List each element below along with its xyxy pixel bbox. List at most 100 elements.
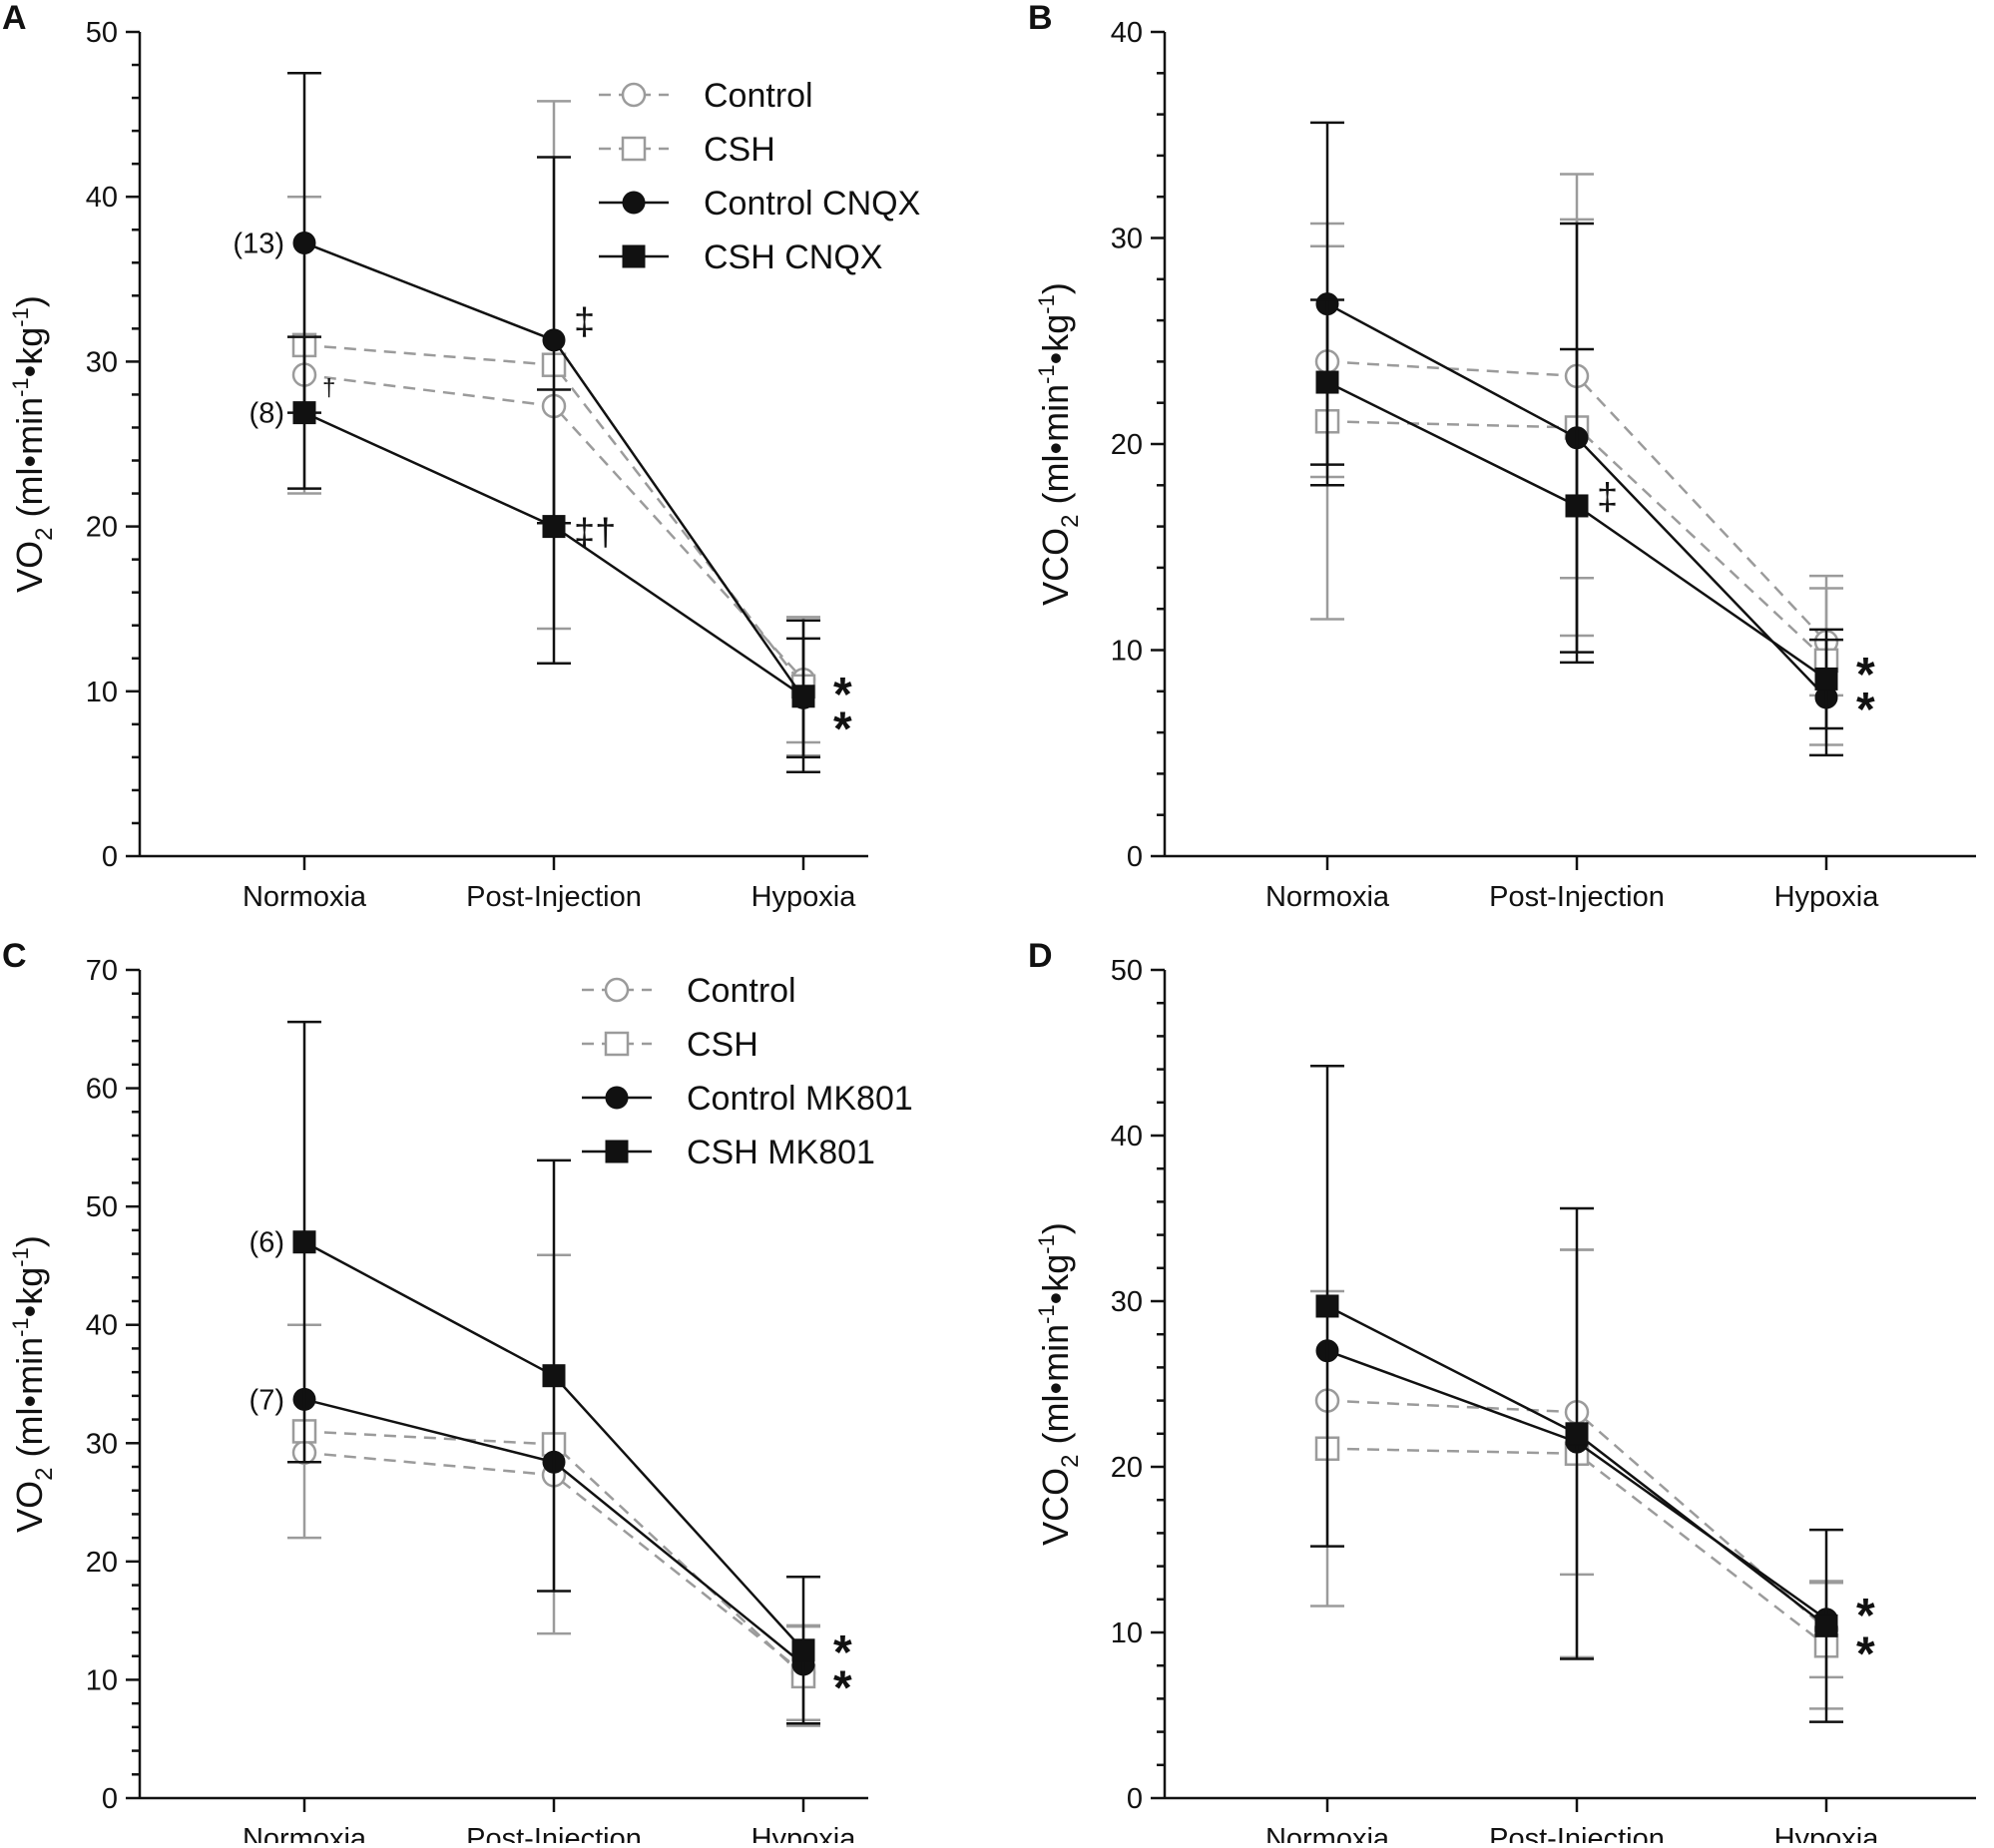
- x-tick-label: Normoxia: [1265, 881, 1390, 913]
- x-tick-label: Post-Injection: [1489, 1823, 1665, 1843]
- x-tick-label: Post-Injection: [1489, 881, 1665, 913]
- series-csh-cnqx: [1310, 298, 1843, 730]
- y-tick-label: 10: [1111, 1617, 1143, 1649]
- y-tick-label: 30: [1111, 1286, 1143, 1318]
- y-axis-label: VCO2 (ml•min-1•kg-1): [1034, 282, 1084, 606]
- legend-marker: [622, 191, 646, 215]
- x-tick-label: Hypoxia: [1774, 1823, 1880, 1843]
- y-axis-label-part: VO: [9, 541, 50, 593]
- x-tick-label: Hypoxia: [1774, 881, 1880, 913]
- data-point: [1565, 1422, 1589, 1446]
- data-point: [292, 401, 316, 425]
- significance-dagger: †: [322, 375, 335, 402]
- y-axis-label-part: •kg: [1035, 1254, 1076, 1305]
- x-tick-label: Hypoxia: [751, 1823, 857, 1843]
- y-axis-label-part: -1: [1034, 1234, 1059, 1254]
- y-tick-label: 50: [86, 1191, 118, 1223]
- significance-double-dagger: ‡†: [574, 512, 616, 554]
- y-tick-label: 30: [86, 1428, 118, 1460]
- significance-star: *: [1856, 684, 1875, 736]
- panel-a: A 0 10 20 30 40 50 Normoxia Post-Injection Hypoxi…: [2, 0, 920, 913]
- legend-label: CSH MK801: [687, 1134, 875, 1171]
- y-axis-label-part: 2: [1057, 1454, 1084, 1467]
- y-axis-label-part: 2: [31, 527, 58, 540]
- significance-star: *: [833, 703, 852, 756]
- y-tick-label: 40: [86, 1310, 118, 1342]
- y-axis-label-part: 2: [1057, 514, 1084, 527]
- series-csh-cnqx: [287, 335, 820, 773]
- y-axis-label-part: (ml•min: [9, 1337, 50, 1468]
- legend-marker: [621, 82, 647, 108]
- series-csh-mk801: [287, 1020, 820, 1725]
- y-axis-label-part: -1: [8, 377, 33, 397]
- legend-label: Control CNQX: [704, 185, 920, 223]
- panel-letter-b: B: [1028, 0, 1053, 37]
- y-tick-label: 10: [86, 677, 118, 708]
- y-tick-label: 20: [86, 1547, 118, 1579]
- y-tick-label: 10: [86, 1664, 118, 1696]
- legend-marker: [605, 1140, 629, 1163]
- panel-letter-c: C: [2, 937, 27, 975]
- significance-star: *: [833, 1661, 852, 1714]
- y-axis-label-part: ): [9, 295, 50, 307]
- y-axis-label-part: VCO: [1035, 1468, 1076, 1546]
- y-axis-label-part: -1: [8, 307, 33, 327]
- y-tick-label: 60: [86, 1074, 118, 1106]
- data-point: [1315, 370, 1339, 394]
- y-tick-label: 30: [1111, 224, 1143, 255]
- y-axis-label-part: •kg: [9, 1267, 50, 1318]
- y-axis-label-part: -1: [1034, 364, 1059, 384]
- data-point: [292, 1230, 316, 1254]
- legend-label: CSH CNQX: [704, 238, 882, 276]
- y-tick-label: 30: [86, 346, 118, 378]
- y-axis-label-part: (ml•min: [1035, 1324, 1076, 1455]
- y-axis-label-part: ): [1035, 1222, 1076, 1234]
- y-tick-label: 0: [1127, 841, 1143, 873]
- y-axis-label: VCO2 (ml•min-1•kg-1): [1034, 1222, 1084, 1546]
- n-annotation: (13): [233, 228, 284, 259]
- panel-letter-a: A: [2, 0, 27, 37]
- n-annotation: (8): [249, 398, 284, 430]
- y-tick-label: 0: [102, 841, 118, 873]
- x-tick-label: Post-Injection: [466, 881, 642, 913]
- legend-marker: [622, 244, 646, 268]
- y-tick-label: 50: [1111, 955, 1143, 987]
- legend-label: CSH: [704, 131, 775, 169]
- series-csh-mk801: [1310, 1065, 1843, 1723]
- legend-label: Control: [704, 77, 813, 115]
- y-tick-label: 50: [86, 17, 118, 49]
- legend-c: Control CSH Control MK801 CSH MK801: [582, 972, 913, 1171]
- significance-star: *: [1856, 1627, 1875, 1680]
- data-point: [1814, 1614, 1838, 1637]
- y-tick-label: 40: [86, 182, 118, 214]
- data-point: [542, 328, 566, 352]
- y-tick-label: 0: [1127, 1783, 1143, 1815]
- significance-star: *: [833, 1626, 852, 1679]
- significance-star: *: [1856, 649, 1875, 701]
- y-tick-label: 10: [1111, 636, 1143, 668]
- data-point: [1315, 1294, 1339, 1318]
- data-point: [1814, 667, 1838, 691]
- legend-marker: [604, 1031, 630, 1057]
- y-axis-label-part: -1: [8, 1317, 33, 1337]
- y-tick-label: 70: [86, 955, 118, 987]
- legend-marker: [621, 136, 647, 162]
- y-axis-label-part: (ml•min: [9, 397, 50, 528]
- x-tick-label: Hypoxia: [751, 881, 857, 913]
- panel-d: D 0 10 20 30 40 50 Normoxia Post-Injection Hypoxi…: [1028, 937, 1976, 1848]
- y-axis-label-part: •kg: [9, 327, 50, 378]
- y-tick-label: 40: [1111, 17, 1143, 49]
- y-tick-label: 0: [102, 1783, 118, 1815]
- n-annotation: (7): [249, 1384, 284, 1416]
- y-axis-label-part: VCO: [1035, 528, 1076, 606]
- n-annotation: (6): [249, 1227, 284, 1259]
- y-axis-label-part: 2: [31, 1467, 58, 1480]
- significance-double-dagger: ‡: [574, 301, 595, 343]
- panel-letter-d: D: [1028, 937, 1053, 975]
- legend-a: Control CSH Control CNQX CSH CNQX: [599, 77, 920, 276]
- y-axis-label-part: -1: [1034, 294, 1059, 314]
- x-tick-label: Post-Injection: [466, 1823, 642, 1843]
- y-axis-label-part: VO: [9, 1481, 50, 1533]
